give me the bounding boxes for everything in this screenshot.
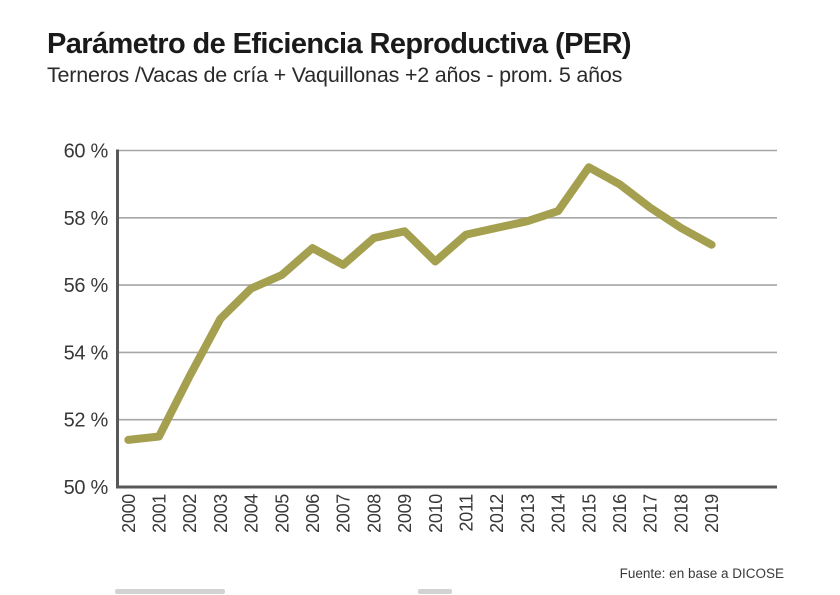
x-axis-label: 2019 bbox=[702, 494, 722, 533]
x-axis-label: 2016 bbox=[610, 494, 630, 533]
y-axis-label: 56 % bbox=[64, 275, 109, 297]
x-axis-label: 2003 bbox=[211, 494, 231, 533]
per-data-line bbox=[124, 163, 716, 444]
x-axis-label: 2001 bbox=[150, 494, 170, 533]
x-axis-label: 2018 bbox=[671, 494, 691, 533]
x-axis-label: 2014 bbox=[549, 494, 569, 533]
x-axis-label: 2008 bbox=[364, 494, 384, 533]
x-axis-label: 2011 bbox=[457, 494, 477, 532]
chart-subtitle: Terneros /Vacas de cría + Vaquillonas +2… bbox=[47, 63, 623, 87]
y-axis-label: 52 % bbox=[64, 410, 109, 432]
x-axis-label: 2017 bbox=[641, 494, 661, 533]
x-axis-label: 2005 bbox=[272, 494, 292, 533]
x-axis-label: 2009 bbox=[395, 494, 415, 533]
y-axis-label: 50 % bbox=[64, 477, 109, 499]
cropped-artifact bbox=[418, 589, 452, 594]
x-axis-label: 2012 bbox=[487, 494, 507, 533]
source-note: Fuente: en base a DICOSE bbox=[619, 566, 784, 581]
y-axis-label: 58 % bbox=[64, 208, 109, 230]
x-axis-label: 2002 bbox=[180, 494, 200, 533]
x-axis-label: 2015 bbox=[579, 494, 599, 533]
x-axis-label: 2004 bbox=[242, 494, 262, 533]
cropped-artifact bbox=[115, 589, 225, 594]
x-axis-label: 2007 bbox=[334, 494, 354, 533]
y-axis-label: 54 % bbox=[64, 342, 109, 364]
x-axis-label: 2006 bbox=[303, 494, 323, 533]
chart-title: Parámetro de Eficiencia Reproductiva (PE… bbox=[47, 28, 632, 60]
x-axis-label: 2000 bbox=[119, 494, 139, 533]
x-axis-label: 2013 bbox=[518, 494, 538, 533]
x-axis-label: 2010 bbox=[426, 494, 446, 533]
y-axis-label: 60 % bbox=[64, 141, 109, 163]
